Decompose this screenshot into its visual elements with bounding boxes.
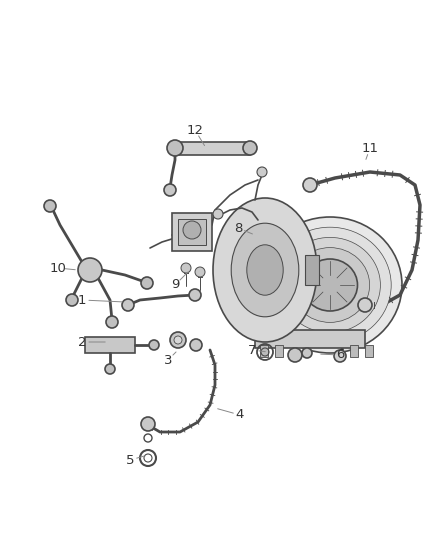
Text: 6: 6 [336,349,344,361]
Ellipse shape [258,217,402,353]
Circle shape [164,184,176,196]
Ellipse shape [247,245,283,295]
Circle shape [170,332,186,348]
Circle shape [105,364,115,374]
Bar [255,330,365,348]
Bar [260,345,268,357]
Ellipse shape [279,237,380,333]
Text: 8: 8 [234,222,242,235]
Circle shape [288,348,302,362]
Circle shape [78,258,102,282]
Circle shape [44,200,56,212]
Circle shape [303,178,317,192]
Circle shape [174,336,182,344]
Text: 3: 3 [164,353,172,367]
Ellipse shape [231,223,299,317]
Circle shape [122,299,134,311]
Circle shape [195,267,205,277]
Circle shape [149,340,159,350]
Bar [350,345,358,357]
Text: 5: 5 [126,454,134,466]
Circle shape [66,294,78,306]
Ellipse shape [213,198,317,342]
Circle shape [183,221,201,239]
Bar [85,337,135,353]
Text: 10: 10 [49,262,67,274]
Text: 4: 4 [236,408,244,422]
Circle shape [181,263,191,273]
Circle shape [106,316,118,328]
Circle shape [243,141,257,155]
Bar [305,255,319,285]
Ellipse shape [303,259,357,311]
Circle shape [141,277,153,289]
Text: 11: 11 [361,141,378,155]
Circle shape [190,339,202,351]
Text: 2: 2 [78,335,86,349]
Ellipse shape [290,248,370,322]
Bar [172,213,212,251]
Text: 12: 12 [187,124,204,136]
Text: 9: 9 [171,279,179,292]
Circle shape [213,209,223,219]
Circle shape [189,289,201,301]
Text: 7: 7 [248,343,256,357]
Circle shape [141,417,155,431]
Bar [175,142,250,155]
Bar [178,219,206,245]
Circle shape [358,298,372,312]
Bar [275,345,283,357]
Bar [365,345,373,357]
Circle shape [257,167,267,177]
Circle shape [334,350,346,362]
Circle shape [167,140,183,156]
Ellipse shape [269,227,391,343]
Text: 1: 1 [78,294,86,306]
Circle shape [302,348,312,358]
